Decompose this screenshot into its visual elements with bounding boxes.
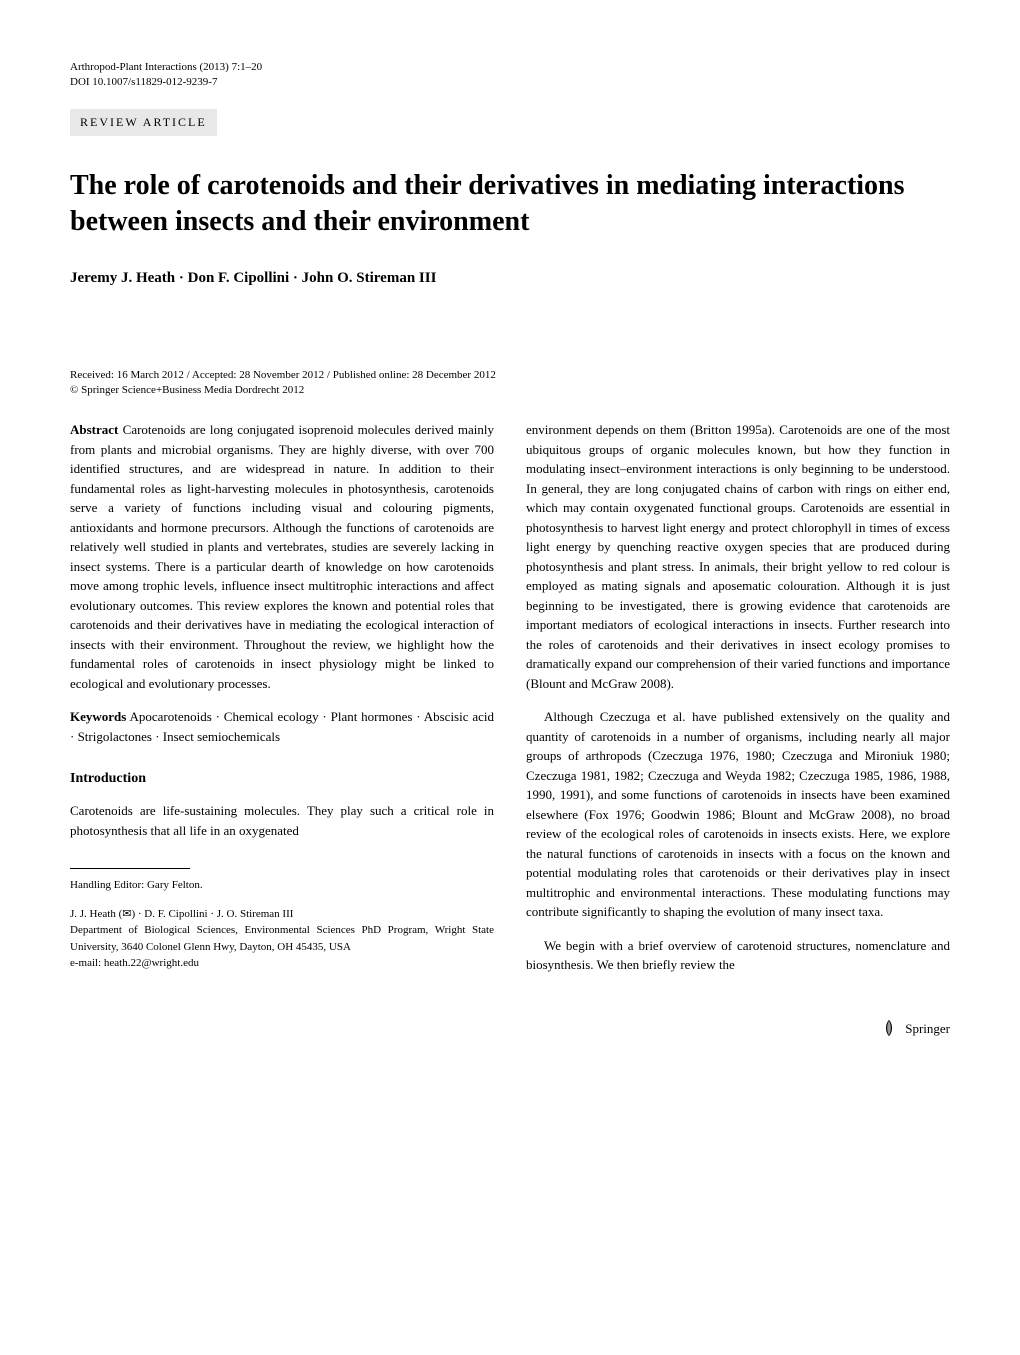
intro-p2: environment depends on them (Britton 199… (526, 420, 950, 693)
doi: DOI 10.1007/s11829-012-9239-7 (70, 75, 950, 90)
received-line: Received: 16 March 2012 / Accepted: 28 N… (70, 369, 950, 381)
abstract-label: Abstract (70, 422, 118, 437)
abstract-text: Carotenoids are long conjugated isopreno… (70, 422, 494, 691)
authors: Jeremy J. Heath · Don F. Cipollini · Joh… (70, 267, 950, 290)
abstract-block: Abstract Carotenoids are long conjugated… (70, 420, 494, 693)
article-type: REVIEW ARTICLE (70, 109, 217, 136)
affiliation-block: J. J. Heath (✉) · D. F. Cipollini · J. O… (70, 906, 494, 972)
keywords-block: Keywords Apocarotenoids · Chemical ecolo… (70, 707, 494, 746)
handling-editor: Handling Editor: Gary Felton. (70, 877, 494, 894)
footer-rule (70, 868, 190, 869)
intro-p4: We begin with a brief overview of carote… (526, 936, 950, 975)
intro-p3: Although Czeczuga et al. have published … (526, 707, 950, 922)
journal-citation: Arthropod-Plant Interactions (2013) 7:1–… (70, 60, 950, 75)
affiliation-line1: J. J. Heath (✉) · D. F. Cipollini · J. O… (70, 906, 494, 923)
keywords-text: Apocarotenoids · Chemical ecology · Plan… (70, 709, 494, 744)
intro-p1: Carotenoids are life-sustaining molecule… (70, 801, 494, 840)
copyright-line: © Springer Science+Business Media Dordre… (70, 384, 950, 396)
springer-brand: Springer (905, 1021, 950, 1036)
header-meta: Arthropod-Plant Interactions (2013) 7:1–… (70, 60, 950, 91)
introduction-heading: Introduction (70, 768, 494, 789)
article-title: The role of carotenoids and their deriva… (70, 168, 950, 241)
left-column: Abstract Carotenoids are long conjugated… (70, 420, 494, 989)
right-column: environment depends on them (Britton 199… (526, 420, 950, 989)
affiliation-line2: Department of Biological Sciences, Envir… (70, 922, 494, 955)
springer-icon (880, 1019, 898, 1041)
affiliation-email: e-mail: heath.22@wright.edu (70, 955, 494, 972)
keywords-label: Keywords (70, 709, 126, 724)
springer-footer: Springer (70, 1019, 950, 1041)
two-column-body: Abstract Carotenoids are long conjugated… (70, 420, 950, 989)
